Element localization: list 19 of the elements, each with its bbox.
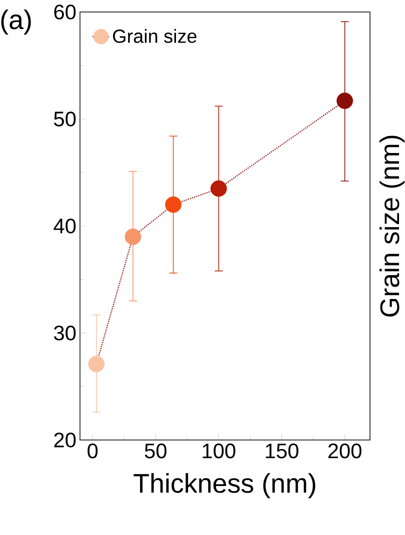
x-axis-title: Thickness (nm) — [134, 473, 316, 498]
point — [124, 228, 142, 245]
point — [165, 196, 182, 213]
x-tick-label: 150 — [266, 444, 298, 458]
legend-label: Grain size — [113, 29, 196, 43]
y-axis-title: Grain size (nm) — [380, 136, 405, 317]
y-tick-label: 30 — [54, 326, 76, 340]
point — [210, 180, 227, 197]
text: (a) — [1, 10, 31, 35]
y-tick-label: 40 — [54, 218, 76, 234]
x-tick-label: 50 — [144, 444, 166, 458]
y-tick-label: 60 — [54, 4, 76, 20]
y-tick-label: 20 — [54, 432, 76, 448]
y-tick-label: 50 — [54, 112, 76, 126]
point — [336, 92, 353, 110]
point — [88, 356, 105, 372]
x-tick-label: 200 — [328, 444, 362, 458]
x-tick-label: 100 — [202, 444, 236, 458]
x-tick-label: 0 — [88, 444, 98, 458]
